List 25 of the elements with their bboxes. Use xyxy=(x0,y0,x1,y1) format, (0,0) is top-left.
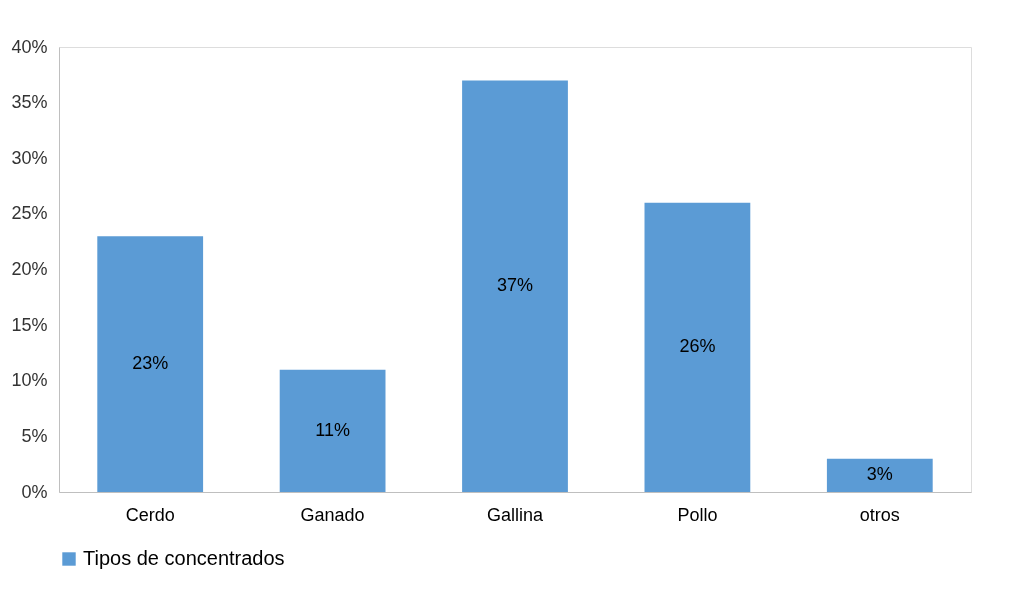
y-tick-label: 25% xyxy=(11,203,48,224)
y-tick-label: 40% xyxy=(11,36,48,57)
x-tick-label: otros xyxy=(859,504,900,525)
bar xyxy=(97,236,204,492)
bar xyxy=(826,458,933,492)
y-tick-label: 20% xyxy=(11,259,48,279)
x-tick-label: Pollo xyxy=(677,504,718,525)
data-label: 23% xyxy=(132,353,169,374)
data-label: 11% xyxy=(315,419,350,440)
x-tick-label: Cerdo xyxy=(125,504,175,525)
y-tick-label: 35% xyxy=(11,92,48,113)
y-tick-label: 10% xyxy=(11,370,48,391)
legend-label: Tipos de concentrados xyxy=(83,547,285,569)
y-tick-label: 30% xyxy=(11,147,48,168)
y-tick-label: 0% xyxy=(21,481,48,502)
x-tick-label: Ganado xyxy=(300,504,365,525)
data-label: 26% xyxy=(679,336,716,357)
data-label: 37% xyxy=(496,275,534,296)
y-tick-label: 5% xyxy=(21,425,48,446)
bar xyxy=(644,202,751,492)
bar xyxy=(279,369,386,492)
bar xyxy=(462,80,568,492)
data-label: 3% xyxy=(866,464,893,485)
x-tick-label: Gallina xyxy=(486,504,544,525)
y-tick-label: 15% xyxy=(11,314,48,335)
